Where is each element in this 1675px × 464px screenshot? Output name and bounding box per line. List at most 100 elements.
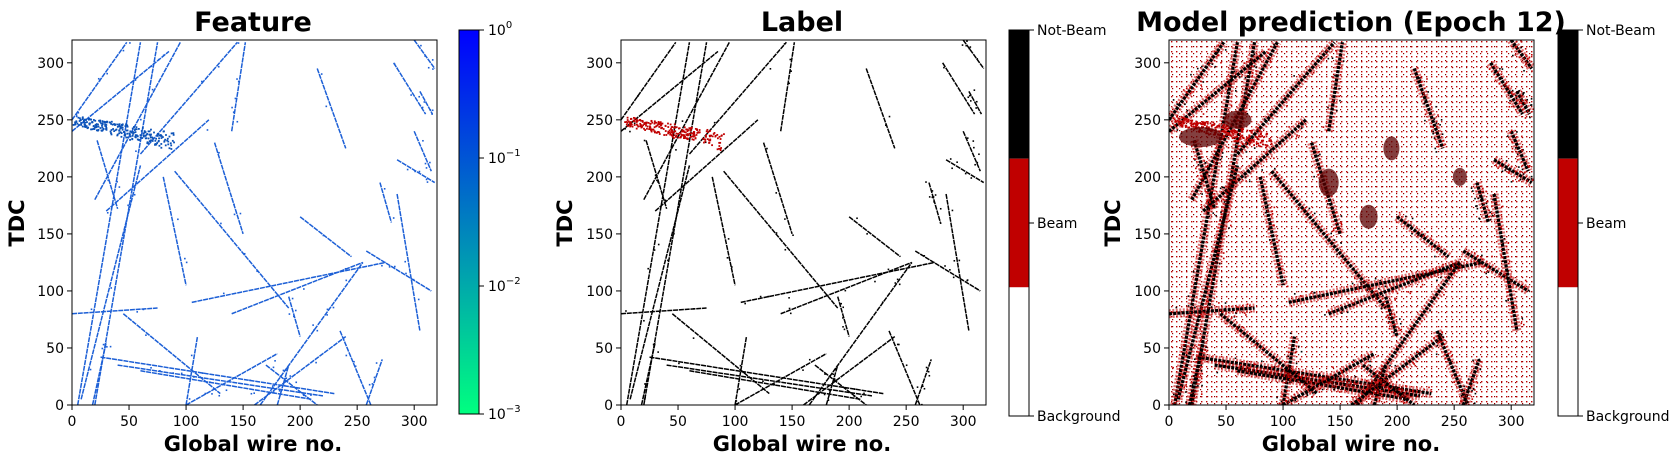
hit [1267, 119, 1270, 121]
beam-hit [677, 133, 679, 135]
beam-hit [683, 126, 686, 129]
hit [1369, 364, 1372, 367]
hit [1374, 277, 1377, 280]
hit [657, 351, 659, 353]
hit [1221, 152, 1224, 154]
hit [1370, 384, 1373, 387]
predicted-track [1384, 296, 1399, 338]
hit [1444, 353, 1446, 356]
track [621, 50, 719, 132]
hit [1526, 98, 1529, 101]
beam-hit [651, 121, 654, 124]
hit [1338, 95, 1341, 98]
track [888, 330, 921, 405]
hit [1330, 232, 1333, 235]
hit [1291, 397, 1293, 400]
hit [1491, 269, 1494, 271]
hit [1523, 57, 1525, 60]
beam-hit [88, 123, 91, 126]
beam-hit [1192, 123, 1195, 126]
hit [1464, 250, 1466, 253]
hit [1224, 49, 1227, 51]
hit [1524, 117, 1527, 119]
beam-hit [692, 138, 695, 141]
beam-hit [718, 141, 721, 144]
hit [1489, 218, 1492, 221]
beam-hit [154, 139, 157, 142]
beam-hit [89, 122, 91, 125]
beam-hit [654, 131, 656, 134]
hit [1436, 279, 1438, 282]
beam-hit [1258, 129, 1261, 132]
hit [788, 297, 790, 299]
hit [1511, 89, 1514, 92]
beam-hit [119, 131, 122, 134]
hit [1206, 285, 1209, 288]
hit [1385, 316, 1387, 319]
hit [1432, 132, 1434, 135]
hit [1394, 364, 1397, 367]
beam-hit [125, 123, 128, 126]
hit [823, 393, 826, 396]
hit [1206, 167, 1209, 170]
hit [1204, 162, 1206, 164]
hit [1214, 50, 1216, 52]
track [339, 330, 372, 405]
hit [966, 40, 968, 42]
hit [1518, 90, 1521, 92]
hit [1331, 57, 1334, 60]
hit [1200, 183, 1202, 185]
hit [1265, 152, 1268, 154]
hit [1206, 349, 1209, 352]
hit [1512, 93, 1514, 96]
hit [193, 376, 195, 378]
colorbar-tick-label: 10−3 [488, 404, 521, 423]
hit [1180, 385, 1182, 388]
colorbar-segment [1009, 287, 1029, 416]
hit [896, 343, 899, 346]
hit [1246, 370, 1249, 373]
hit [1476, 205, 1478, 207]
beam-hit [170, 148, 173, 150]
hit [1287, 370, 1290, 373]
hit [1378, 398, 1381, 400]
hit [231, 106, 233, 109]
y-tick-label: 300 [586, 56, 613, 72]
hit [1471, 389, 1473, 392]
hit [726, 257, 729, 259]
hit [1437, 145, 1440, 148]
beam-hit [156, 135, 159, 137]
hit [1265, 158, 1268, 161]
hit [1373, 375, 1376, 377]
hit [1515, 140, 1517, 142]
beam-hit [719, 138, 722, 140]
hit [208, 381, 211, 383]
beam-hit [90, 128, 92, 131]
x-tick-label: 50 [1217, 414, 1235, 430]
beam-hit [1173, 118, 1176, 121]
beam-hit [691, 135, 694, 138]
hit [239, 212, 242, 215]
beam-hit [691, 126, 693, 129]
hit [1440, 333, 1443, 336]
hit [1426, 231, 1429, 233]
hit [1432, 130, 1435, 133]
beam-hit [1263, 135, 1266, 138]
hit [1374, 377, 1377, 379]
hit [1400, 336, 1402, 339]
beam-hit [696, 129, 699, 131]
hit [824, 373, 826, 375]
hit [1334, 381, 1337, 384]
hit [1435, 151, 1438, 153]
beam-hit [658, 123, 661, 126]
hit [842, 317, 844, 319]
beam-hit [692, 133, 695, 136]
hit [1524, 102, 1526, 104]
x-tick-label: 0 [68, 414, 77, 430]
hit [1318, 373, 1321, 375]
hit [1196, 109, 1198, 112]
beam-hit [1190, 124, 1193, 127]
beam-hit [662, 128, 665, 130]
hit [1219, 309, 1222, 311]
hit [1169, 112, 1171, 115]
